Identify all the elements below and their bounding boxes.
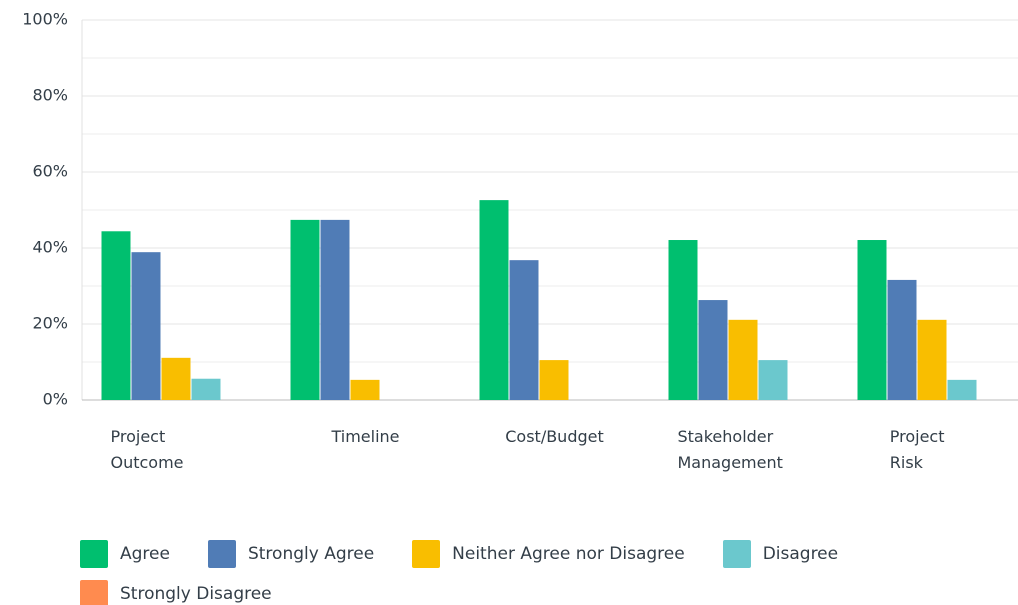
- bar: [539, 360, 569, 400]
- bar: [479, 200, 509, 400]
- y-tick-label: 0%: [43, 390, 68, 409]
- legend-swatch: [412, 540, 441, 568]
- legend-item: Neither Agree nor Disagree: [412, 540, 685, 568]
- legend-item: Agree: [80, 540, 170, 568]
- bar: [728, 319, 758, 400]
- bar: [350, 379, 380, 400]
- y-tick-label: 20%: [32, 314, 68, 333]
- legend-item: Disagree: [722, 540, 839, 568]
- legend-label: Neither Agree nor Disagree: [452, 544, 685, 564]
- bar: [698, 300, 728, 400]
- bar: [668, 240, 698, 400]
- legend-swatch: [722, 540, 751, 568]
- legend: Agree Strongly Agree Neither Agree nor Dis…: [80, 540, 1000, 605]
- x-tick-label: Cost/Budget: [505, 427, 604, 446]
- bar: [509, 260, 539, 400]
- x-tick-label: Project Outcome: [110, 427, 184, 472]
- x-tick-label: Stakeholder Management: [677, 427, 783, 472]
- legend-swatch: [207, 540, 236, 568]
- x-tick-label: Timeline: [331, 427, 400, 446]
- y-tick-label: 40%: [32, 238, 68, 257]
- legend-label: Agree: [120, 544, 170, 564]
- legend-item: Strongly Agree: [207, 540, 375, 568]
- legend-swatch: [80, 580, 108, 605]
- y-tick-label: 100%: [22, 10, 68, 29]
- bar: [131, 252, 161, 400]
- legend-item: Strongly Disagree: [80, 580, 272, 605]
- bar: [758, 360, 788, 400]
- y-tick-label: 60%: [32, 162, 68, 181]
- y-tick-label: 80%: [32, 86, 68, 105]
- bar: [290, 219, 320, 400]
- bar: [887, 279, 917, 400]
- bar: [917, 319, 947, 400]
- bar: [191, 378, 221, 400]
- legend-label: Strongly Disagree: [120, 584, 272, 604]
- bar: [101, 231, 131, 400]
- bar: [947, 379, 977, 400]
- legend-label: Disagree: [762, 544, 839, 564]
- x-tick-label: Project Risk: [889, 427, 945, 472]
- bar: [320, 219, 350, 400]
- legend-swatch: [80, 540, 108, 568]
- legend-label: Strongly Agree: [247, 544, 375, 564]
- bar: [161, 357, 191, 400]
- bar: [857, 240, 887, 400]
